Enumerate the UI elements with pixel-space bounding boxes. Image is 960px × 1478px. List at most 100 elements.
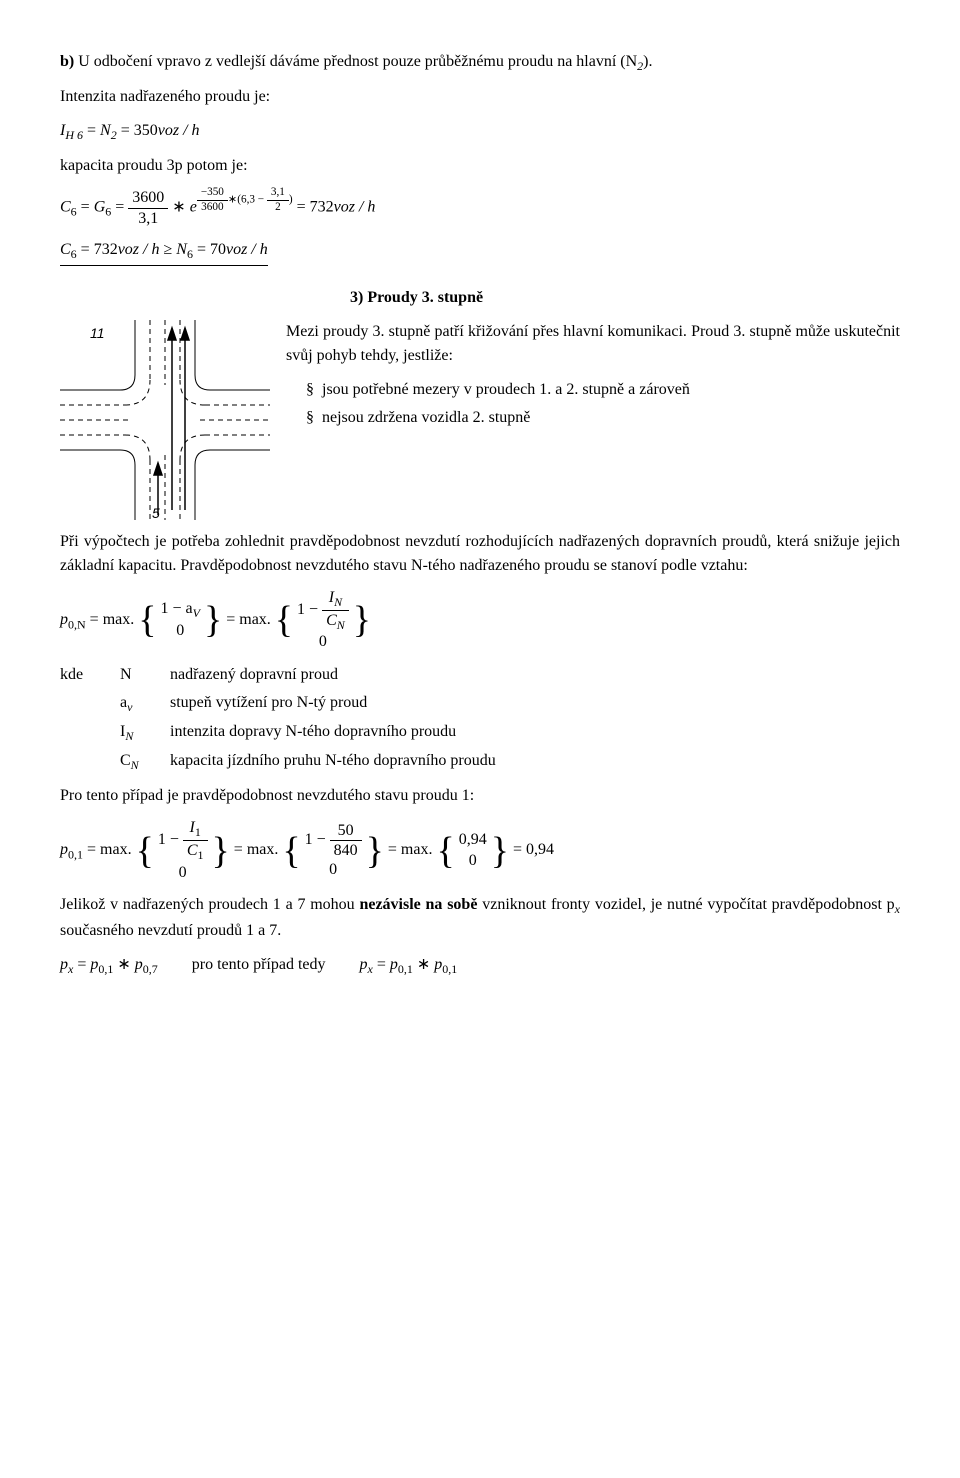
p01-bot2: 0 <box>329 861 337 878</box>
def-N-desc: nadřazený dopravní proud <box>170 663 900 687</box>
p0n-max2: max. <box>239 611 271 628</box>
def-av-desc: stupeň vytížení pro N-tý proud <box>170 691 900 716</box>
jelikoz-end: současného nevzdutí proudů 1 a 7. <box>60 922 281 939</box>
p01-max3: max. <box>401 842 433 859</box>
p0n-CN: C <box>326 612 337 629</box>
p01-max1: max. <box>100 842 132 859</box>
px-p3: p <box>135 956 143 973</box>
c6-expo-tail: ∗(6,3 − <box>228 194 267 206</box>
def-N-sym: N <box>120 663 170 687</box>
px-s01c: 0,1 <box>442 962 457 976</box>
fig-label-5: 5 <box>152 505 160 520</box>
p01-C1: C <box>187 842 198 859</box>
px-p1: p <box>60 956 68 973</box>
c6-unit: voz / h <box>334 199 376 216</box>
bullet1-text: jsou potřebné mezery v proudech 1. a 2. … <box>322 381 690 398</box>
formula-p01: p0,1 = max. { 1 − I1 C1 0 } = max. { 1 −… <box>60 818 900 883</box>
para-b-suffix: ). <box>643 53 652 70</box>
def-IN-desc: intenzita dopravy N-tého dopravního prou… <box>170 720 900 745</box>
para-b: b) U odbočení vpravo z vedlejší dáváme p… <box>60 50 900 75</box>
p0n-top2: 1 − <box>297 601 322 618</box>
def-CN-sub: N <box>131 758 139 772</box>
c6-sub1: 6 <box>71 205 77 219</box>
px-s01b: 0,1 <box>398 962 413 976</box>
jelikoz-pre: Jelikož v nadřazených proudech 1 a 7 moh… <box>60 896 359 913</box>
c6-G: G <box>94 199 106 216</box>
p0n-sub: 0,N <box>68 617 86 631</box>
c6-result: 732 <box>310 199 334 216</box>
formula-p0n: p0,N = max. { 1 − aV 0 } = max. { 1 − IN… <box>60 588 900 653</box>
def-CN-sym: C <box>120 752 131 769</box>
para-intensity: Intenzita nadřazeného proudu je: <box>60 85 900 109</box>
def-row-IN: IN intenzita dopravy N-tého dopravního p… <box>60 720 900 745</box>
p01-max2: max. <box>247 842 279 859</box>
bullet-icon: § <box>306 409 314 426</box>
p0n-top1sub: V <box>193 606 200 620</box>
ih6-N: N <box>100 122 111 139</box>
ih6-eq2: = <box>121 122 134 139</box>
p0n-CNsub: N <box>337 618 345 632</box>
bullet-icon: § <box>306 381 314 398</box>
bullet-2: § nejsou zdržena vozidla 2. stupně <box>306 406 900 430</box>
px-x2: x <box>368 962 373 976</box>
ih6-unit: voz / h <box>158 122 200 139</box>
c6c-sub1: 6 <box>71 247 77 261</box>
c6c-ge: ≥ <box>163 241 176 258</box>
c6c-u1: voz / h <box>118 241 160 258</box>
ih6-eq1: = <box>87 122 100 139</box>
p0n-top1: 1 − a <box>161 600 193 617</box>
p0n-bot1: 0 <box>176 622 184 639</box>
formula-c6-cmp: C6 = 732voz / h ≥ N6 = 70voz / h <box>60 238 900 266</box>
def-row-av: av stupeň vytížení pro N-tý proud <box>60 691 900 716</box>
formula-px: px = p0,1 ∗ p0,7 pro tento případ tedy p… <box>60 953 900 978</box>
px-between: pro tento případ tedy <box>192 956 326 973</box>
formula-ih6: IH 6 = N2 = 350voz / h <box>60 119 900 144</box>
p01-094a: 0,94 <box>459 831 487 848</box>
para-privypoctech: Při výpočtech je potřeba zohlednit pravd… <box>60 530 900 578</box>
p0n-p: p <box>60 611 68 628</box>
c6c-v1: 732 <box>94 241 118 258</box>
p01-bot3: 0 <box>469 852 477 869</box>
px-x1: x <box>68 962 73 976</box>
def-av-sub: v <box>127 700 132 714</box>
figure-text-row: 11 5 Mezi proudy 3. stupně patří křižová… <box>60 320 900 520</box>
c6-num: 3600 <box>128 188 168 208</box>
para-protento: Pro tento případ je pravděpodobnost nevz… <box>60 784 900 808</box>
p01-bot1: 0 <box>179 864 187 881</box>
para-capacity: kapacita proudu 3p potom je: <box>60 154 900 178</box>
px-p4: p <box>360 956 368 973</box>
p01-C1sub: 1 <box>198 848 204 862</box>
para-b-prefix: b) <box>60 53 78 70</box>
c6-expo-bot: 3600 <box>197 201 228 214</box>
jelikoz-post: vzniknout fronty vozidel, je nutné vypoč… <box>477 896 894 913</box>
para-b-text: U odbočení vpravo z vedlejší dáváme před… <box>78 53 637 70</box>
px-s07: 0,7 <box>143 962 158 976</box>
def-CN-desc: kapacita jízdního pruhu N-tého dopravníh… <box>170 749 900 774</box>
c6-C: C <box>60 199 71 216</box>
bullet-list: § jsou potřebné mezery v proudech 1. a 2… <box>306 378 900 430</box>
p0n-max1: max. <box>103 611 135 628</box>
def-row-N: kde N nadřazený dopravní proud <box>60 663 900 687</box>
px-s01a: 0,1 <box>98 962 113 976</box>
formula-c6: C6 = G6 = 3600 3,1 ∗ e −350 3600 ∗(6,3 −… <box>60 188 900 227</box>
c6c-v2: 70 <box>210 241 226 258</box>
para-jelikoz: Jelikož v nadřazených proudech 1 a 7 moh… <box>60 893 900 942</box>
definitions: kde N nadřazený dopravní proud av stupeň… <box>60 663 900 775</box>
def-kde: kde <box>60 663 120 687</box>
c6-sub2: 6 <box>105 205 111 219</box>
jelikoz-sub: x <box>895 903 900 917</box>
c6-den: 3,1 <box>128 209 168 228</box>
ih6-sub: H 6 <box>65 128 83 142</box>
figure-side-text: Mezi proudy 3. stupně patří křižování př… <box>286 320 900 438</box>
section3-title: 3) Proudy 3. stupně <box>350 286 900 310</box>
c6-expo-fden: 2 <box>267 201 289 214</box>
p01-sub: 0,1 <box>68 848 83 862</box>
p01-result: 0,94 <box>526 842 554 859</box>
px-p5: p <box>390 956 398 973</box>
ih6-Nsub: 2 <box>111 128 117 142</box>
intersection-figure: 11 5 <box>60 320 270 520</box>
ih6-val: 350 <box>134 122 158 139</box>
def-IN-sub: N <box>125 729 133 743</box>
p01-p: p <box>60 842 68 859</box>
p01-50: 50 <box>330 821 362 841</box>
